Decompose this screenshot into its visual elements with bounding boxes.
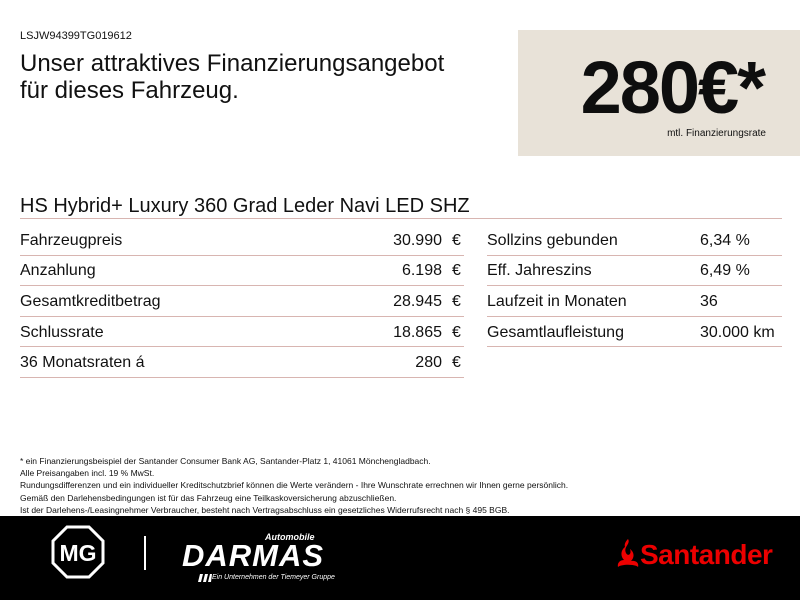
bank-name: Santander [640, 539, 773, 570]
vin-code: LSJW94399TG019612 [20, 30, 132, 42]
row-value: 36 [700, 293, 718, 310]
headline-line-1: Unser attraktives Finanzierungsangebot [20, 50, 445, 77]
monthly-price: 280€* [580, 46, 766, 129]
row-divider [20, 285, 464, 286]
monthly-price-label: mtl. Finanzierungsrate [667, 128, 766, 139]
row-value: 18.865 [393, 324, 442, 341]
row-value: 6,34 % [700, 232, 750, 249]
dealer-tagline: Ein Unternehmen der Tiemeyer Gruppe [212, 574, 335, 581]
price-box: 280€* mtl. Finanzierungsrate [518, 30, 800, 156]
footnote-line: Rundungsdifferenzen und ein individuelle… [20, 480, 569, 491]
row-label: Laufzeit in Monaten [487, 293, 627, 310]
row-value: 30.000 km [700, 324, 775, 341]
row-value: 6.198 [401, 262, 442, 279]
footnote-line: Alle Preisangaben incl. 19 % MwSt. [20, 468, 155, 479]
row-value: 28.945 [393, 293, 442, 310]
row-divider [487, 285, 782, 286]
row-value: 280 [415, 354, 442, 371]
dealer-top-text: Automobile [265, 532, 315, 542]
row-label: Fahrzeugpreis [20, 232, 123, 249]
footnote-line: Ist der Darlehens-/Leasingnehmer Verbrau… [20, 504, 510, 515]
row-unit: € [452, 354, 461, 371]
footnote-line: * ein Finanzierungsbeispiel der Santande… [20, 456, 431, 466]
row-divider [20, 255, 464, 256]
row-label: Gesamtkreditbetrag [20, 293, 161, 310]
santander-flame-icon [617, 539, 639, 567]
darmas-stripes-icon [198, 574, 212, 582]
row-label: 36 Monatsraten á [20, 354, 145, 371]
headline: Unser attraktives Finanzierungsangebot f… [20, 50, 510, 104]
row-label: Anzahlung [20, 262, 96, 279]
row-divider [20, 377, 464, 378]
title-divider [20, 218, 782, 219]
dealer-name: DARMAS [182, 538, 325, 573]
row-unit: € [452, 232, 461, 249]
row-divider [487, 255, 782, 256]
row-unit: € [452, 324, 461, 341]
logo-divider [144, 536, 146, 570]
row-unit: € [452, 262, 461, 279]
row-unit: € [452, 293, 461, 310]
row-divider [20, 316, 464, 317]
headline-line-2: für dieses Fahrzeug. [20, 77, 239, 104]
row-value: 6,49 % [700, 262, 750, 279]
row-divider [487, 316, 782, 317]
footnotes: * ein Finanzierungsbeispiel der Santande… [20, 455, 568, 516]
row-label: Eff. Jahreszins [487, 262, 592, 279]
row-label: Sollzins gebunden [487, 232, 618, 249]
footnote-line: Gemäß den Darlehensbedingungen ist für d… [20, 492, 397, 503]
mg-logo-text: MG [59, 540, 96, 566]
row-value: 30.990 [393, 232, 442, 249]
row-label: Gesamtlaufleistung [487, 324, 624, 341]
row-label: Schlussrate [20, 324, 104, 341]
mg-logo-icon: MG [51, 525, 105, 579]
model-title: HS Hybrid+ Luxury 360 Grad Leder Navi LE… [20, 195, 470, 217]
row-divider [487, 346, 782, 347]
row-divider [20, 346, 464, 347]
footer-bar: MG Automobile DARMAS Ein Unternehmen der… [0, 516, 800, 600]
